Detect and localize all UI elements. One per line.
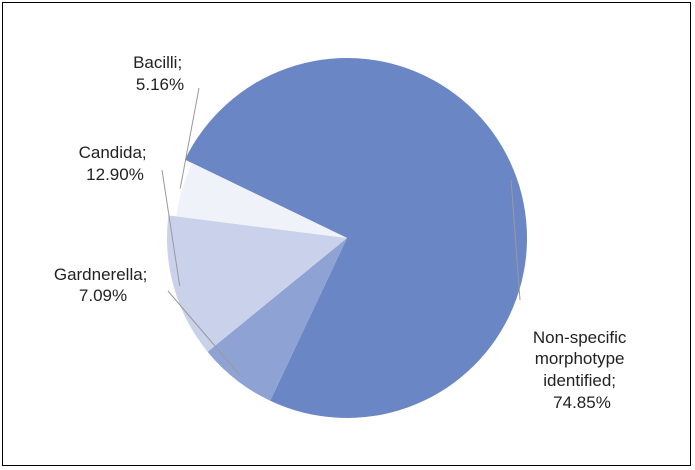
label-nonspecific-line1: Non-specific [533, 328, 627, 347]
leader-nonspecific [510, 179, 521, 301]
slice-nonspecific [184, 58, 527, 419]
label-bacilli-value: 5.16% [136, 75, 184, 94]
leader-lines [161, 87, 521, 376]
label-nonspecific-value: 74.85% [553, 393, 611, 412]
label-gardnerella: Gardnerella; 7.09% [54, 265, 152, 305]
slice-gardnerella [207, 238, 347, 401]
leader-gardnerella [167, 290, 241, 376]
label-candida-name: Candida; [79, 143, 147, 162]
slice-bacilli [176, 163, 347, 238]
label-nonspecific: Non-specific morphotype identified; 74.8… [533, 328, 631, 412]
leader-candida [161, 169, 181, 286]
label-bacilli: Bacilli; 5.16% [133, 53, 187, 94]
label-gardnerella-value: 7.09% [79, 286, 127, 305]
label-candida: Candida; 12.90% [79, 143, 152, 184]
label-bacilli-name: Bacilli; [133, 53, 182, 72]
label-candida-value: 12.90% [86, 165, 144, 184]
pie-slices [167, 58, 527, 419]
label-nonspecific-line2: morphotype [535, 349, 625, 368]
label-gardnerella-name: Gardnerella; [54, 265, 148, 284]
leader-bacilli [179, 87, 200, 189]
label-nonspecific-line3: identified; [543, 371, 616, 390]
slice-candida [167, 215, 347, 352]
